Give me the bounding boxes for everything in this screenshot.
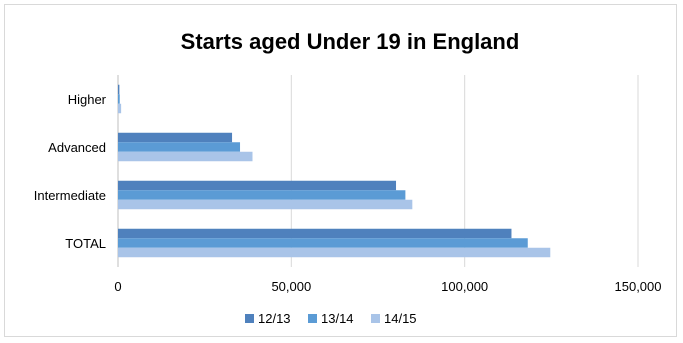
legend-label: 13/14 <box>321 311 354 326</box>
x-tick-label: 100,000 <box>441 279 488 294</box>
category-label: Higher <box>68 92 107 107</box>
bars <box>118 84 551 258</box>
bar-advanced-14-15 <box>118 151 253 162</box>
bar-intermediate-12-13 <box>118 180 397 191</box>
bar-chart: Starts aged Under 19 in England Higher Ad… <box>34 29 662 326</box>
x-tick-labels: 0 50,000 100,000 150,000 <box>114 279 661 294</box>
category-label: Intermediate <box>34 188 106 203</box>
bar-total-12-13 <box>118 228 512 239</box>
bar-intermediate-13-14 <box>118 190 406 200</box>
legend-label: 12/13 <box>258 311 291 326</box>
bar-total-13-14 <box>118 238 528 248</box>
bar-advanced-12-13 <box>118 132 233 143</box>
bar-higher-12-13 <box>118 84 120 95</box>
legend: 12/13 13/14 14/15 <box>245 311 417 326</box>
bar-advanced-13-14 <box>118 142 241 152</box>
x-tick-label: 0 <box>114 279 121 294</box>
chart-title: Starts aged Under 19 in England <box>181 29 520 54</box>
bar-higher-14-15 <box>118 103 122 114</box>
x-tick-label: 150,000 <box>615 279 662 294</box>
category-label: Advanced <box>48 140 106 155</box>
bar-intermediate-14-15 <box>118 199 413 210</box>
x-tick-label: 50,000 <box>271 279 311 294</box>
bar-total-14-15 <box>118 247 551 258</box>
legend-swatch <box>371 314 380 323</box>
legend-swatch <box>308 314 317 323</box>
category-label: TOTAL <box>65 236 106 251</box>
bar-higher-13-14 <box>118 94 120 104</box>
legend-swatch <box>245 314 254 323</box>
category-labels: Higher Advanced Intermediate TOTAL <box>34 92 107 251</box>
legend-label: 14/15 <box>384 311 417 326</box>
chart-frame: Starts aged Under 19 in England Higher Ad… <box>4 4 677 337</box>
